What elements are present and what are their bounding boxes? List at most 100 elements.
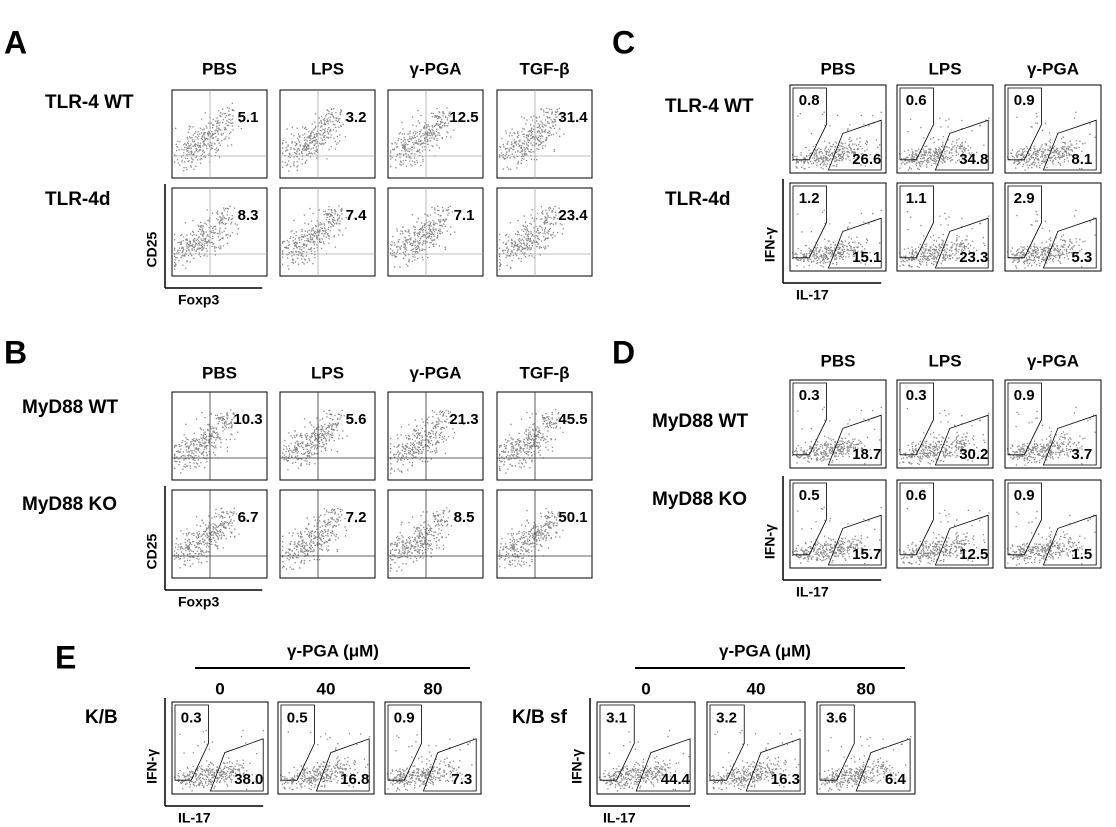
gate	[1042, 514, 1097, 566]
gate-value: 15.7	[852, 546, 881, 563]
gate-value: 0.8	[799, 92, 820, 109]
scatter-dots	[174, 205, 239, 270]
panel-letter: A	[4, 24, 27, 60]
column-header: PBS	[202, 363, 237, 382]
y-axis-label: CD25	[144, 231, 160, 267]
gate-value: 3.6	[826, 710, 847, 727]
column-header: 40	[317, 679, 336, 698]
gate-value: 6.4	[885, 771, 907, 788]
x-axis-label: Foxp3	[178, 594, 219, 610]
scatter-dots	[174, 729, 264, 792]
plot-frame	[1004, 84, 1102, 174]
gate-value: 0.5	[799, 487, 820, 504]
gate-value: 0.9	[1014, 387, 1035, 404]
gate	[1042, 119, 1097, 171]
gate-value: 0.6	[906, 487, 927, 504]
scatter-dots	[390, 205, 456, 268]
gate	[1042, 414, 1097, 466]
gate	[819, 704, 855, 781]
gate	[1042, 217, 1097, 269]
column-header: γ-PGA	[410, 59, 462, 78]
scatter-dots	[499, 205, 574, 270]
scatter-dots	[282, 409, 348, 471]
row-label: MyD88 WT	[652, 411, 748, 432]
gate	[899, 482, 934, 556]
scatter-dots	[282, 108, 347, 172]
gate	[792, 382, 827, 456]
gate	[827, 414, 882, 466]
column-header: TGF-β	[519, 59, 569, 78]
panel-letter: D	[612, 334, 635, 370]
scatter-dots	[1007, 111, 1096, 171]
column-header: γ-PGA	[1027, 351, 1079, 370]
scatter-dots	[387, 734, 475, 792]
row-label: TLR-4d	[665, 189, 730, 210]
gate-value: 1.1	[906, 190, 927, 207]
gate-value: 12.5	[959, 546, 988, 563]
row-label: TLR-4 WT	[665, 96, 754, 117]
gate	[934, 514, 989, 566]
gate-value: 30.2	[959, 446, 988, 463]
gate-value: 0.6	[906, 92, 927, 109]
gate-value: 38.0	[234, 771, 263, 788]
gate-value: 26.6	[852, 151, 881, 168]
x-axis-label: IL-17	[796, 584, 829, 600]
row-label: MyD88 WT	[22, 397, 118, 418]
scatter-dots	[499, 409, 564, 474]
column-header: 0	[641, 679, 650, 698]
row-label: TLR-4d	[45, 189, 110, 210]
gate	[827, 217, 882, 269]
row-label: K/B sf	[512, 707, 568, 728]
scatter-dots	[709, 729, 801, 791]
plot-frame	[171, 391, 268, 481]
gate-value: 1.5	[1071, 546, 1092, 563]
scatter-dots	[792, 111, 882, 170]
gate-value: 34.8	[959, 151, 988, 168]
column-header: LPS	[311, 363, 344, 382]
gate-value: 16.8	[340, 771, 369, 788]
gate-value: 16.3	[771, 771, 800, 788]
gate	[1007, 87, 1042, 161]
x-axis-label: IL-17	[603, 810, 636, 826]
scatter-dots	[792, 506, 882, 565]
gate-value: 0.3	[906, 387, 927, 404]
column-header: 80	[857, 679, 876, 698]
plot-frame	[387, 187, 484, 277]
gate-value: 7.3	[451, 771, 472, 788]
x-axis-label: IL-17	[796, 287, 829, 303]
panel-letter: E	[55, 639, 76, 675]
scatter-dots	[280, 731, 371, 791]
quadrant-value: 10.3	[233, 411, 262, 428]
quadrant-value: 8.3	[238, 207, 259, 224]
scatter-dots	[792, 209, 882, 268]
column-header: γ-PGA	[410, 363, 462, 382]
scatter-dots	[1007, 406, 1096, 466]
gate	[934, 414, 989, 466]
scatter-dots	[899, 408, 990, 465]
column-header: LPS	[928, 351, 961, 370]
column-header: LPS	[311, 59, 344, 78]
row-label: TLR-4 WT	[45, 92, 134, 113]
panel-letter: B	[4, 334, 27, 370]
gate	[635, 738, 691, 792]
plot-frame	[387, 489, 484, 579]
gate	[899, 185, 934, 259]
y-axis-label: CD25	[144, 533, 160, 569]
gate-value: 0.9	[1014, 487, 1035, 504]
gate-value: 18.7	[852, 446, 881, 463]
column-header: 0	[215, 679, 224, 698]
gate-value: 0.3	[181, 710, 202, 727]
gate	[174, 704, 209, 781]
column-header: LPS	[928, 59, 961, 78]
gate	[827, 119, 882, 171]
quadrant-value: 5.6	[346, 411, 367, 428]
row-label: K/B	[85, 707, 118, 728]
plot-frame	[706, 701, 806, 795]
plot-frame	[789, 84, 887, 174]
gate	[387, 704, 422, 781]
scatter-dots	[599, 729, 690, 792]
row-label: MyD88 KO	[652, 489, 747, 510]
quadrant-value: 7.2	[346, 509, 367, 526]
scatter-dots	[899, 211, 990, 268]
